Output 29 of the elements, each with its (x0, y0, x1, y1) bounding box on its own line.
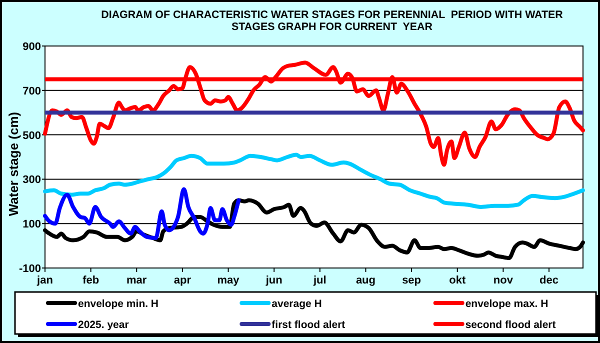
line-series (43, 152, 585, 209)
legend-label: average H (272, 298, 322, 310)
x-tick-label: apr (174, 274, 192, 286)
y-tick-label: 900 (22, 41, 41, 53)
x-tick-label: feb (82, 274, 100, 286)
x-tick-label: may (217, 274, 240, 286)
x-tick-label: mar (126, 274, 148, 286)
y-axis-title: Water stage (cm) (6, 112, 21, 216)
line-series (43, 60, 585, 167)
y-tick-label: 300 (22, 174, 41, 186)
x-tick-label: jan (36, 274, 54, 286)
legend-label: envelope max. H (465, 298, 548, 310)
legend-label: envelope min. H (78, 298, 159, 310)
legend-label: first flood alert (272, 319, 346, 331)
y-tick-label: 100 (22, 218, 41, 231)
x-tick-label: sep (402, 274, 422, 286)
x-tick-label: dec (540, 274, 558, 286)
y-tick-label: 700 (22, 85, 41, 98)
chart-title: DIAGRAM OF CHARACTERISTIC WATER STAGES FOR PERENNIAL PERIOD WITH WATER STAGES GRAPH FOR CURRENT YEAR (101, 9, 564, 33)
x-tick-label: jun (264, 274, 283, 286)
y-tick-label: 500 (22, 130, 41, 142)
x-tick-label: aug (356, 274, 376, 286)
x-tick-label: nov (493, 274, 514, 286)
line-series (43, 187, 241, 240)
legend-label: 2025. year (78, 319, 129, 331)
x-tick-label: jul (312, 274, 326, 286)
legend-label: second flood alert (465, 319, 556, 331)
x-tick-label: okt (449, 274, 466, 286)
y-tick-label: -100 (18, 263, 41, 275)
